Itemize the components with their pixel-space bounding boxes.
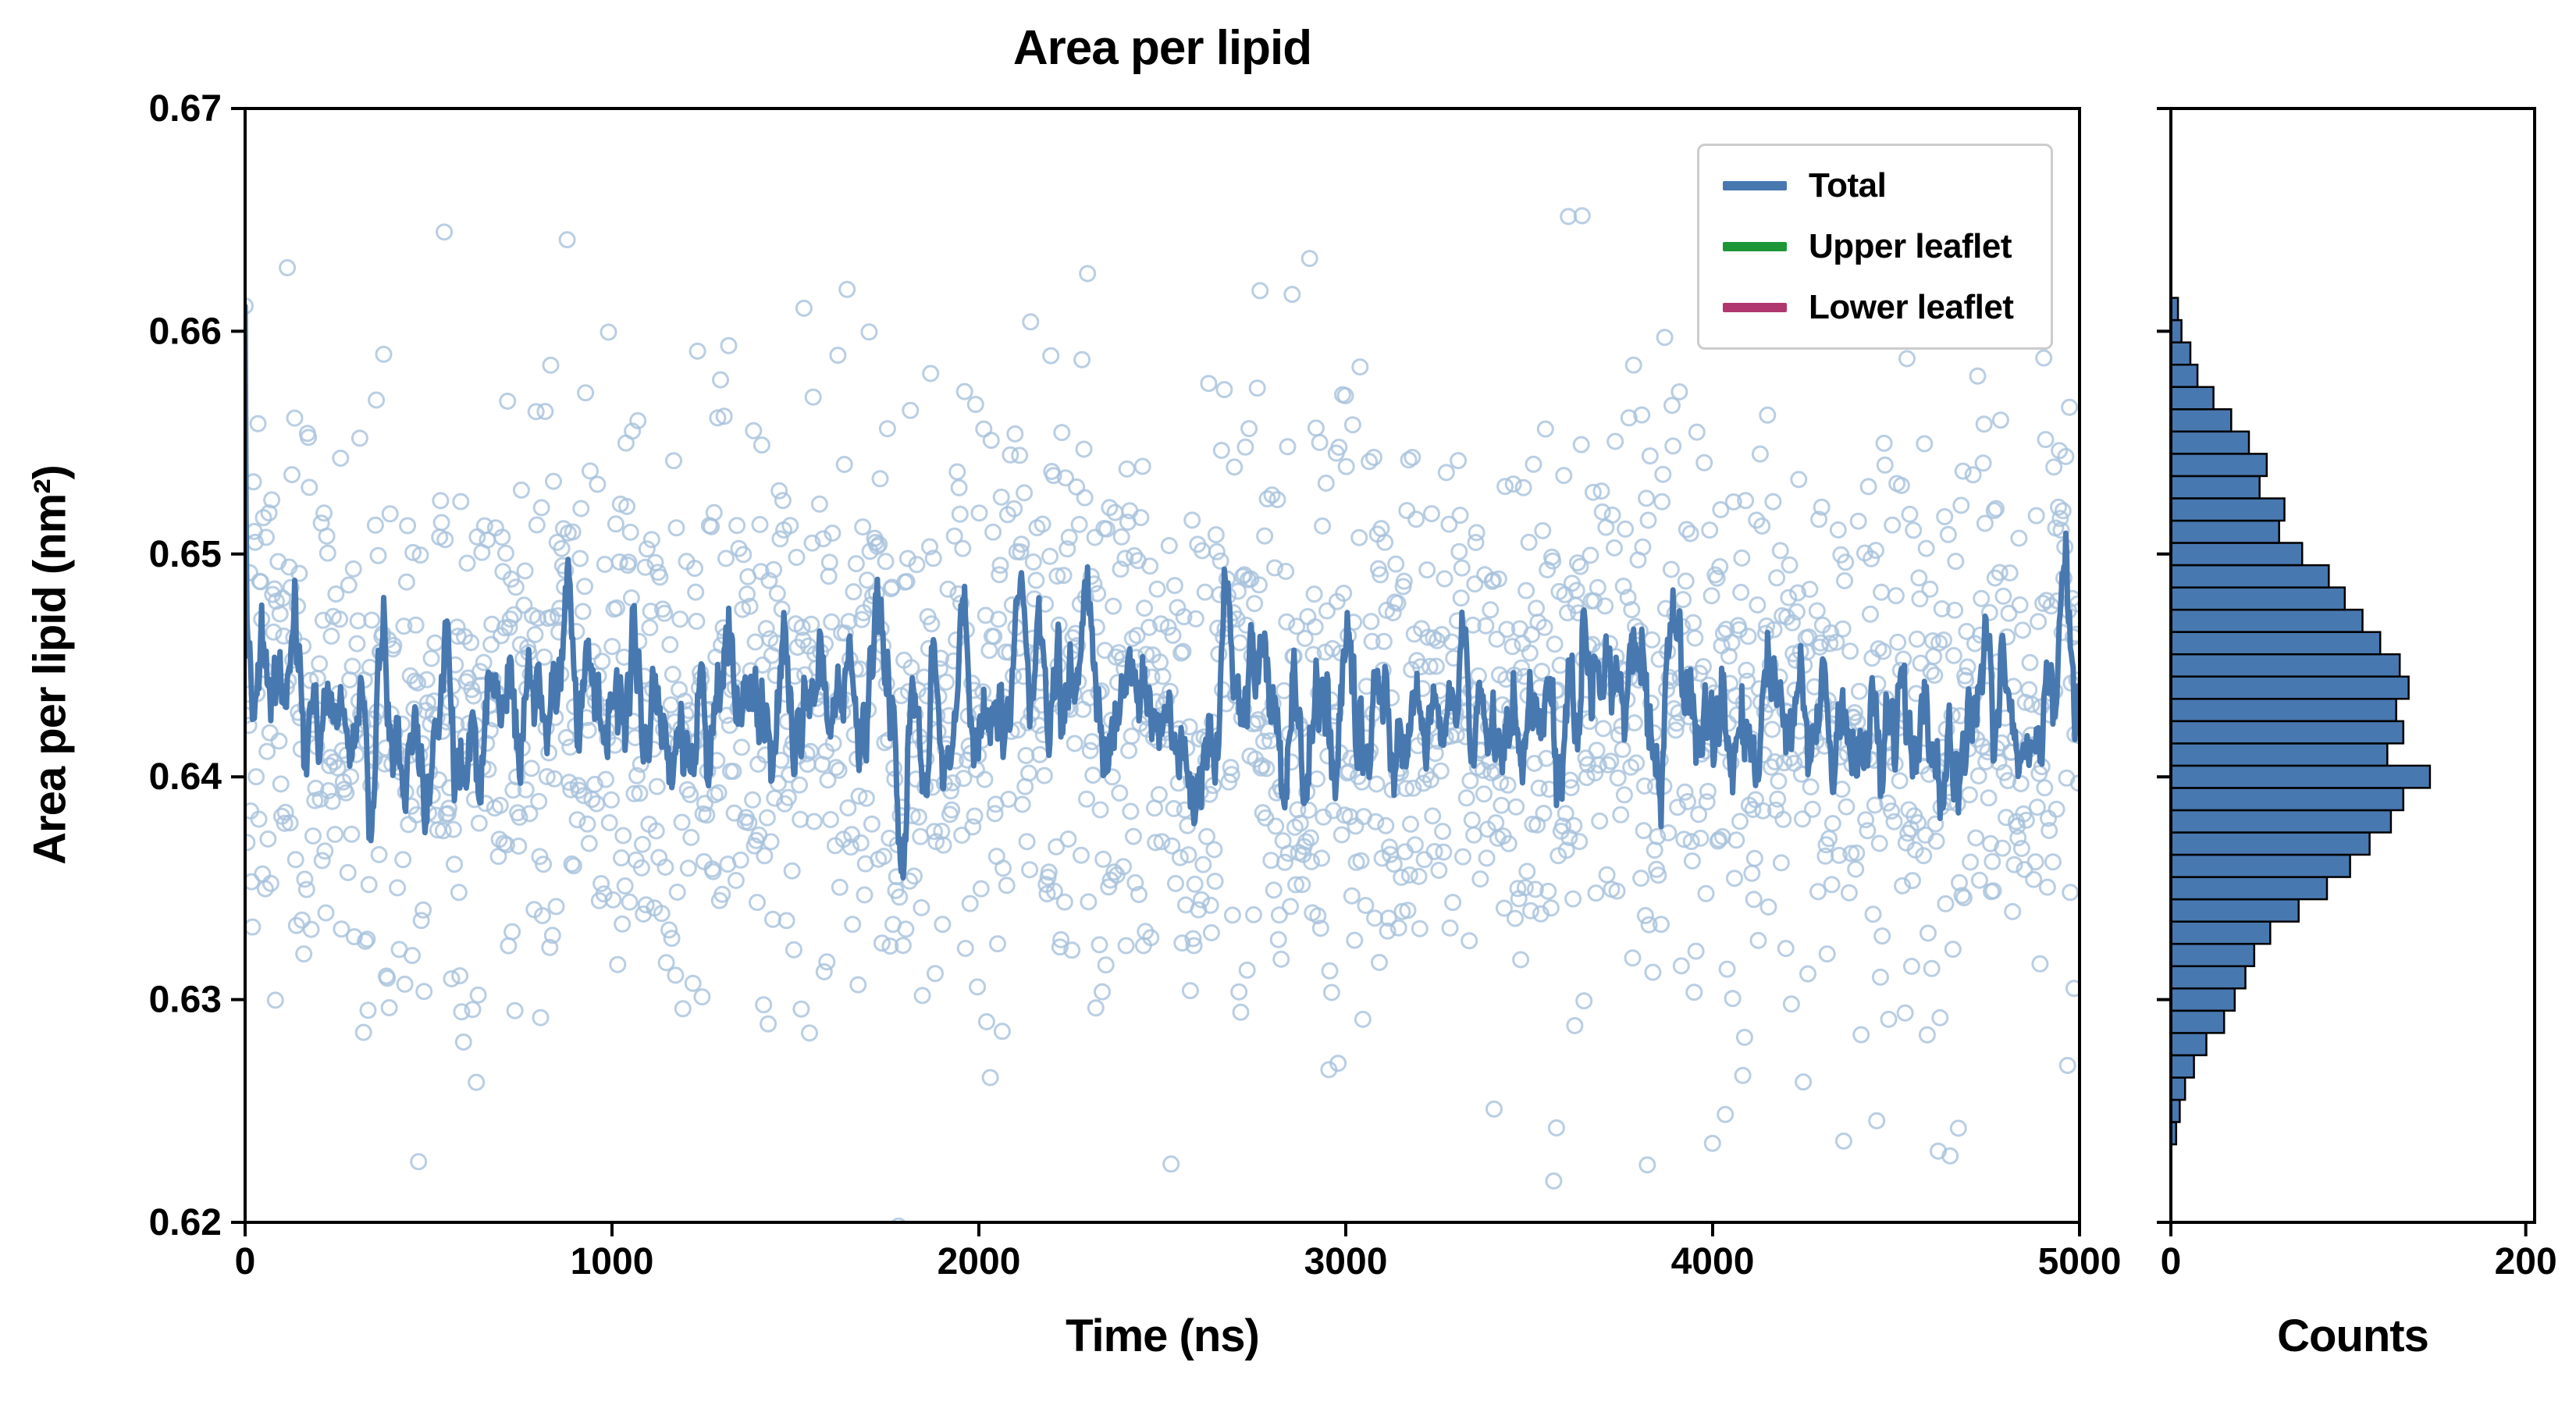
legend-entry-lower-leaflet: Lower leaflet — [1723, 288, 2027, 327]
legend-label-lower-leaflet: Lower leaflet — [1809, 288, 2014, 326]
chart-title: Area per lipid — [1012, 21, 1312, 75]
legend: Total Upper leaflet Lower leaflet — [1697, 144, 2053, 350]
svg-text:200: 200 — [2495, 1241, 2557, 1282]
legend-label-upper-leaflet: Upper leaflet — [1809, 227, 2012, 265]
hist-x-axis-label: Counts — [2277, 1311, 2429, 1361]
legend-entry-upper-leaflet: Upper leaflet — [1723, 227, 2027, 266]
hist-axes-box — [2169, 107, 2536, 1224]
total-line — [245, 303, 2080, 881]
legend-swatch-total-line — [1723, 181, 1787, 190]
main-axes-box — [244, 107, 2081, 1224]
legend-entry-total: Total — [1723, 166, 2027, 205]
x-axis-label: Time (ns) — [1066, 1311, 1260, 1361]
legend-label-total: Total — [1809, 166, 1887, 205]
svg-text:0: 0 — [2161, 1241, 2182, 1282]
legend-swatch-upper-leaflet-line — [1723, 242, 1787, 251]
legend-swatch-lower-leaflet-line — [1723, 303, 1787, 312]
histogram-bars — [2169, 297, 2432, 1146]
